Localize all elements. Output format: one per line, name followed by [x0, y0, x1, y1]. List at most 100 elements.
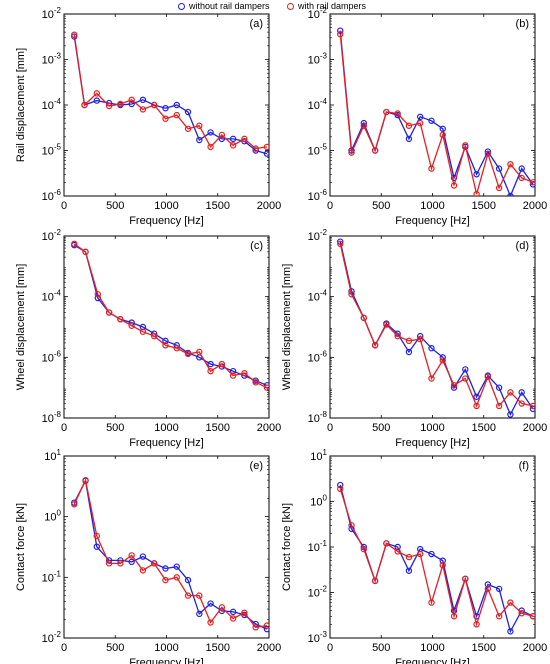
y-tick-label: 10-2 [42, 6, 62, 21]
series-with-dampers [337, 240, 535, 410]
series-with-dampers [337, 30, 535, 196]
x-axis-label: Frequency [Hz] [395, 437, 470, 449]
data-point [263, 622, 269, 629]
data-point [473, 190, 480, 196]
data-point [495, 184, 503, 192]
data-point [162, 565, 169, 572]
data-point [507, 160, 514, 168]
y-tick-label: 10-5 [308, 143, 328, 158]
data-point [417, 550, 424, 558]
data-point [450, 182, 458, 189]
data-point [82, 476, 89, 484]
data-point [229, 372, 237, 379]
data-point [128, 322, 135, 329]
data-point [348, 291, 355, 298]
data-point [484, 585, 492, 593]
legend-item-without-dampers: without rail dampers [178, 1, 270, 11]
y-tick-label: 10-2 [308, 228, 328, 243]
panel-label: (d) [516, 240, 529, 252]
y-tick-label: 10-8 [308, 410, 328, 425]
x-tick-label: 2000 [257, 200, 281, 212]
x-axis-label: Frequency [Hz] [395, 215, 470, 227]
data-point [394, 110, 401, 117]
data-point [173, 345, 180, 352]
data-point [184, 350, 192, 358]
x-tick-label: 0 [327, 642, 333, 654]
data-point [405, 553, 413, 561]
data-point [207, 360, 214, 368]
x-tick-label: 0 [61, 422, 67, 434]
y-tick-label: 10-3 [42, 52, 62, 67]
data-point [462, 366, 469, 373]
panel-label: (a) [250, 18, 263, 30]
data-point [252, 145, 259, 152]
data-point [428, 345, 435, 352]
data-point [173, 101, 180, 109]
data-point [439, 357, 446, 364]
data-point [229, 135, 237, 143]
axes-box [63, 235, 270, 419]
x-tick-label: 0 [61, 200, 67, 212]
data-point [507, 599, 514, 606]
data-point [105, 560, 113, 567]
y-tick-label: 101 [310, 448, 327, 463]
x-tick-label: 1500 [472, 422, 496, 434]
data-point [139, 328, 147, 335]
data-point [117, 560, 124, 567]
data-point [337, 481, 344, 489]
data-point [139, 567, 147, 574]
data-point [473, 171, 480, 178]
axes-box [63, 13, 270, 197]
data-point [337, 30, 344, 38]
panel-label: (e) [250, 460, 263, 472]
x-tick-label: 1500 [472, 642, 496, 654]
data-point [263, 382, 269, 389]
data-point [405, 122, 413, 129]
y-axis-label: Wheel displacement [mm] [281, 264, 293, 391]
data-point [360, 314, 368, 322]
data-point [196, 610, 203, 618]
x-tick-label: 1000 [154, 642, 178, 654]
data-point [529, 179, 535, 186]
data-point [529, 402, 535, 410]
data-point [162, 342, 169, 349]
data-point [507, 389, 514, 396]
data-point [428, 165, 435, 172]
y-axis-label: Contact force [kN] [15, 503, 27, 591]
x-tick-label: 0 [61, 642, 67, 654]
data-point [162, 115, 169, 122]
data-point [241, 369, 248, 377]
data-point [71, 240, 78, 248]
x-tick-label: 1000 [420, 642, 444, 654]
data-point [518, 389, 525, 396]
data-point [252, 379, 259, 386]
x-tick-label: 2000 [523, 642, 547, 654]
data-point [229, 608, 237, 616]
data-point [394, 548, 401, 555]
data-point [439, 125, 446, 132]
data-point [150, 101, 158, 109]
data-point [184, 576, 192, 584]
data-point [241, 135, 248, 143]
x-tick-label: 1500 [206, 642, 230, 654]
data-point [417, 119, 424, 127]
data-point [184, 592, 192, 599]
y-tick-label: 10-4 [42, 97, 62, 112]
data-point [173, 574, 180, 581]
data-point [81, 101, 88, 109]
panel-e: 0 500 1000 1500 2000 10-2 10-1 100 101 Frequency … [15, 448, 281, 664]
x-tick-label: 1000 [420, 200, 444, 212]
panel-d: 0 500 1000 1500 2000 10-8 10-6 10-4 10-2 Frequenc… [281, 228, 547, 449]
data-point [462, 142, 469, 149]
data-point [150, 332, 158, 340]
legend: without rail dampers with rail dampers [0, 1, 550, 13]
x-axis-label: Frequency [Hz] [129, 657, 204, 664]
y-tick-label: 10-6 [308, 188, 328, 203]
data-point [507, 628, 514, 635]
x-tick-label: 500 [106, 200, 124, 212]
data-point [360, 122, 368, 129]
data-point [371, 147, 379, 154]
x-axis-label: Frequency [Hz] [129, 437, 204, 449]
data-point [495, 384, 503, 391]
panel-label: (f) [519, 460, 529, 472]
